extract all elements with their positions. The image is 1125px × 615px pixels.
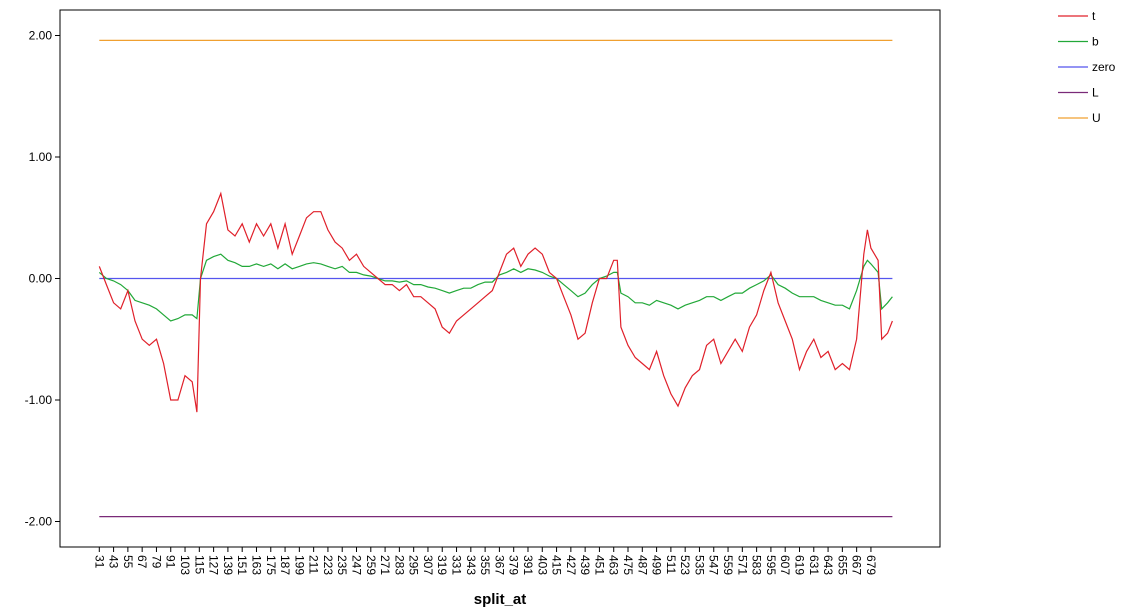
legend-label: b — [1092, 35, 1099, 49]
legend-label: L — [1092, 86, 1099, 100]
x-tick-label: 451 — [592, 555, 606, 575]
x-tick-label: 235 — [335, 555, 349, 575]
series-line — [98, 253, 893, 322]
x-tick-label: 343 — [464, 555, 478, 575]
x-tick-label: 391 — [521, 555, 535, 575]
x-tick-label: 115 — [192, 555, 206, 574]
x-tick-label: 619 — [792, 555, 806, 575]
x-tick-label: 79 — [149, 555, 163, 569]
x-axis-label: split_at — [474, 591, 527, 608]
x-tick-label: 523 — [678, 555, 692, 575]
x-tick-label: 475 — [621, 555, 635, 575]
x-tick-label: 439 — [578, 555, 592, 575]
x-tick-label: 499 — [650, 555, 664, 575]
x-tick-label: 187 — [278, 555, 292, 575]
x-tick-label: 175 — [264, 555, 278, 575]
series-line — [98, 191, 893, 413]
x-tick-label: 655 — [835, 555, 849, 575]
legend-label: U — [1092, 111, 1101, 125]
legend-label: zero — [1092, 60, 1116, 74]
x-tick-label: 283 — [392, 555, 406, 575]
x-tick-label: 91 — [164, 555, 178, 569]
x-tick-label: 511 — [664, 555, 678, 574]
x-tick-label: 139 — [221, 555, 235, 575]
x-tick-label: 247 — [350, 555, 364, 575]
x-tick-label: 55 — [121, 555, 135, 569]
y-tick-label: -2.00 — [25, 514, 53, 528]
x-tick-label: 295 — [407, 555, 421, 575]
x-tick-label: 667 — [850, 555, 864, 575]
x-tick-label: 487 — [635, 555, 649, 575]
x-tick-label: 307 — [421, 555, 435, 575]
x-tick-label: 271 — [378, 555, 392, 575]
x-tick-label: 319 — [435, 555, 449, 575]
x-tick-label: 535 — [692, 555, 706, 575]
y-tick-label: -1.00 — [25, 393, 53, 407]
x-tick-label: 43 — [107, 555, 121, 569]
x-tick-label: 547 — [707, 555, 721, 575]
x-tick-label: 67 — [135, 555, 149, 569]
x-tick-label: 427 — [564, 555, 578, 575]
x-tick-label: 331 — [450, 555, 464, 575]
x-tick-label: 367 — [492, 555, 506, 575]
x-tick-label: 103 — [178, 555, 192, 575]
y-tick-label: 2.00 — [29, 29, 53, 43]
y-tick-label: 0.00 — [29, 272, 53, 286]
x-tick-label: 259 — [364, 555, 378, 575]
legend-label: t — [1092, 9, 1096, 23]
x-tick-label: 583 — [750, 555, 764, 575]
x-tick-label: 31 — [92, 555, 106, 569]
x-tick-label: 127 — [207, 555, 221, 575]
x-tick-label: 679 — [864, 555, 878, 575]
x-tick-label: 223 — [321, 555, 335, 575]
x-tick-label: 463 — [607, 555, 621, 575]
x-tick-label: 355 — [478, 555, 492, 575]
x-tick-label: 415 — [550, 555, 564, 575]
x-tick-label: 559 — [721, 555, 735, 575]
x-tick-label: 163 — [249, 555, 263, 575]
x-tick-label: 403 — [535, 555, 549, 575]
y-tick-label: 1.00 — [29, 150, 53, 164]
x-tick-label: 571 — [735, 555, 749, 575]
x-tick-label: 643 — [821, 555, 835, 575]
x-tick-label: 595 — [764, 555, 778, 575]
x-tick-label: 379 — [507, 555, 521, 575]
x-tick-label: 631 — [807, 555, 821, 575]
x-tick-label: 607 — [778, 555, 792, 575]
x-tick-label: 199 — [292, 555, 306, 575]
x-tick-label: 151 — [235, 555, 249, 575]
x-tick-label: 211 — [307, 555, 321, 574]
